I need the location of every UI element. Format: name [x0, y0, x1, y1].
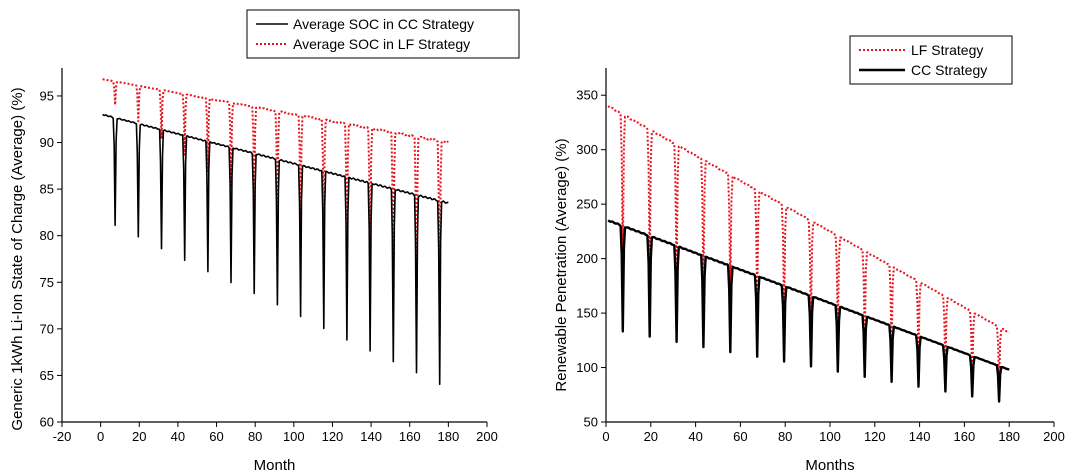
- x-tick-label: -20: [53, 429, 72, 444]
- y-tick-label: 85: [40, 182, 54, 197]
- x-tick-label: 40: [688, 429, 702, 444]
- series-lf-line: [102, 78, 449, 337]
- x-tick-label: 20: [644, 429, 658, 444]
- y-tick-label: 350: [576, 88, 598, 103]
- x-tick-label: 200: [1043, 429, 1065, 444]
- x-tick-label: 140: [909, 429, 931, 444]
- y-tick-label: 60: [40, 415, 54, 430]
- y-tick-label: 50: [584, 415, 598, 430]
- x-tick-label: 140: [360, 429, 382, 444]
- y-tick-label: 300: [576, 142, 598, 157]
- y-tick-label: 70: [40, 321, 54, 336]
- x-tick-label: 20: [132, 429, 146, 444]
- x-tick-label: 200: [476, 429, 498, 444]
- y-tick-label: 65: [40, 368, 54, 383]
- x-tick-label: 160: [954, 429, 976, 444]
- y-tick-label: 75: [40, 275, 54, 290]
- x-tick-label: 100: [283, 429, 305, 444]
- y-tick-label: 250: [576, 197, 598, 212]
- legend: LF Strategy CC Strategy: [849, 35, 1013, 85]
- x-tick-label: 120: [864, 429, 886, 444]
- y-tick-label: 80: [40, 228, 54, 243]
- x-tick-label: 0: [602, 429, 609, 444]
- y-tick-label: 95: [40, 88, 54, 103]
- legend-box: [246, 9, 520, 59]
- chart-penetration: 0 20 40 60 80 100 120 140 160 180 200 50 100 150 200 25…: [553, 35, 1065, 473]
- series-cc-line: [102, 113, 449, 386]
- x-tick-label: 100: [819, 429, 841, 444]
- legend: Average SOC in CC Strategy Average SOC in…: [246, 9, 520, 59]
- series-lf-line: [607, 105, 1010, 387]
- x-tick-label: 60: [733, 429, 747, 444]
- y-tick-label: 200: [576, 251, 598, 266]
- x-tick-label: 120: [322, 429, 344, 444]
- y-axis-title: Renewable Penetration (Average) (%): [553, 138, 570, 391]
- x-axis-title: Month: [254, 457, 296, 473]
- x-tick-label: 180: [438, 429, 460, 444]
- y-tick-label: 90: [40, 135, 54, 150]
- x-tick-label: 80: [778, 429, 792, 444]
- legend-label-cc: CC Strategy: [911, 62, 987, 78]
- legend-label-lf: Average SOC in LF Strategy: [293, 36, 470, 52]
- y-tick-label: 150: [576, 306, 598, 321]
- x-tick-label: 180: [998, 429, 1020, 444]
- legend-box: [849, 35, 1013, 85]
- x-tick-label: 60: [209, 429, 223, 444]
- legend-label-cc: Average SOC in CC Strategy: [293, 16, 474, 32]
- x-axis-title: Months: [805, 457, 854, 473]
- legend-label-lf: LF Strategy: [911, 42, 983, 58]
- y-tick-label: 100: [576, 360, 598, 375]
- x-tick-label: 160: [399, 429, 421, 444]
- x-tick-label: 40: [171, 429, 185, 444]
- chart-soc: -20 0 20 40 60 80 100 120 140 160 180 200 60 65 70 75 80…: [9, 9, 520, 473]
- x-tick-label: 0: [97, 429, 104, 444]
- x-tick-label: 80: [248, 429, 262, 444]
- series-cc-line: [607, 219, 1010, 403]
- y-axis-title: Generic 1kWh Li-Ion State of Charge (Ave…: [9, 87, 26, 430]
